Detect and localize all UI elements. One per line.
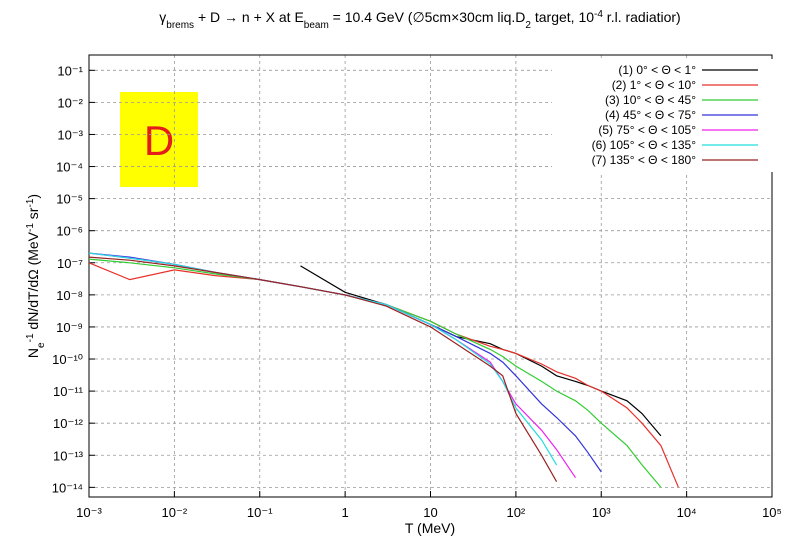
y-label-part: N [25, 348, 41, 358]
legend-label: (7) 135° < Θ < 180° [592, 153, 697, 167]
title-part: γ [159, 9, 166, 25]
series-line [88, 256, 558, 482]
y-label-part: ) [25, 194, 41, 199]
y-tick-label: 10⁻¹⁰ [52, 352, 83, 367]
x-tick-label: 10⁴ [677, 505, 697, 520]
title-part: + D → n + X at E [194, 9, 304, 25]
y-tick-label: 10⁻³ [57, 127, 83, 142]
y-tick-label: 10⁻¹⁴ [52, 480, 83, 495]
legend-label: (6) 105° < Θ < 135° [592, 138, 697, 152]
legend-label: (5) 75° < Θ < 105° [598, 123, 696, 137]
title-part: target, 10 [531, 9, 594, 25]
y-tick-label: 10⁻¹¹ [53, 384, 84, 399]
y-label-part: -1 [25, 223, 36, 232]
title-part: = 10.4 GeV (∅5cm×30cm liq.D [329, 9, 526, 25]
chart-title: γbrems + D → n + X at Ebeam = 10.4 GeV (… [159, 9, 680, 31]
x-tick-label: 10 [423, 505, 437, 520]
title-part: r.l. radiatior) [603, 9, 681, 25]
title-part: brems [166, 20, 194, 31]
y-label-part: -1 [25, 333, 36, 342]
title-part: -4 [594, 9, 603, 20]
annotation-box [120, 92, 198, 187]
x-tick-label: 10² [506, 505, 525, 520]
y-axis-label: Ne-1 dN/dT/dΩ (MeV-1 sr-1) [25, 194, 47, 358]
y-tick-label: 10⁻⁹ [56, 320, 83, 335]
y-tick-label: 10⁻⁵ [56, 192, 83, 207]
y-label-part: e [36, 342, 47, 348]
title-part: 2 [525, 20, 531, 31]
y-tick-label: 10⁻⁶ [56, 224, 83, 239]
legend-label: (3) 10° < Θ < 45° [605, 93, 696, 107]
x-tick-label: 10⁵ [762, 505, 782, 520]
legend-label: (2) 1° < Θ < 10° [612, 78, 697, 92]
plot-frame [88, 54, 773, 498]
y-tick-label: 10⁻¹ [57, 63, 83, 78]
series-line [88, 258, 662, 488]
y-tick-label: 10⁻¹³ [53, 448, 84, 463]
x-tick-label: 10⁻³ [76, 505, 102, 520]
x-tick-label: 10⁻² [162, 505, 188, 520]
y-tick-label: 10⁻⁴ [56, 160, 83, 175]
legend-label: (1) 0° < Θ < 1° [618, 63, 696, 77]
y-label-part: -1 [25, 198, 36, 207]
y-tick-label: 10⁻⁸ [56, 288, 83, 303]
series-line [88, 252, 558, 466]
annotation: D [144, 117, 174, 164]
y-tick-label: 10⁻¹² [53, 416, 84, 431]
y-tick-label: 10⁻² [57, 95, 83, 110]
y-label-part: sr [25, 207, 41, 223]
x-tick-label: 10⁻¹ [247, 505, 273, 520]
series-line [88, 262, 679, 488]
legend-label: (4) 45° < Θ < 75° [605, 108, 696, 122]
title-part: beam [304, 20, 329, 31]
x-tick-label: 1 [342, 505, 349, 520]
x-axis-label: T (MeV) [405, 520, 455, 536]
y-tick-label: 10⁻⁷ [57, 256, 83, 271]
x-tick-label: 10³ [592, 505, 611, 520]
y-label-part: dN/dT/dΩ (MeV [25, 231, 41, 333]
